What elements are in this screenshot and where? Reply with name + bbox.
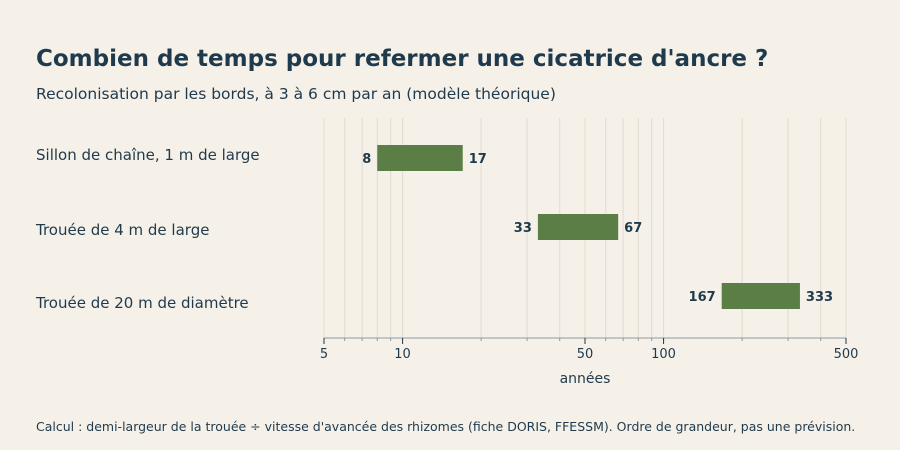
range-bar (377, 145, 463, 171)
x-tick-label: 100 (651, 347, 676, 362)
chart-subtitle: Recolonisation par les bords, à 3 à 6 cm… (36, 85, 556, 103)
range-high-label: 67 (624, 221, 642, 236)
category-label-chain-groove: Sillon de chaîne, 1 m de large (36, 146, 260, 164)
x-tick-label: 500 (834, 347, 859, 362)
range-high-label: 333 (806, 290, 833, 305)
range-high-label: 17 (469, 152, 487, 167)
category-label-4m-gap: Trouée de 4 m de large (36, 221, 210, 239)
range-bars: 8 17 33 67 167 333 (362, 145, 833, 309)
range-low-label: 8 (362, 152, 371, 167)
range-bar (537, 214, 619, 240)
footnote: Calcul : demi-largeur de la trouée ÷ vit… (36, 419, 856, 434)
range-bar (721, 283, 800, 309)
category-label-20m-gap: Trouée de 20 m de diamètre (36, 294, 249, 312)
x-tick-label: 10 (394, 347, 411, 362)
x-tick-label: 50 (577, 347, 594, 362)
chart-title: Combien de temps pour refermer une cicat… (36, 46, 769, 72)
x-tick-label: 5 (320, 347, 328, 362)
x-axis: 5 10 50 100 500 (320, 337, 859, 362)
range-low-label: 33 (514, 221, 532, 236)
range-low-label: 167 (689, 290, 716, 305)
x-axis-label: années (560, 371, 611, 387)
